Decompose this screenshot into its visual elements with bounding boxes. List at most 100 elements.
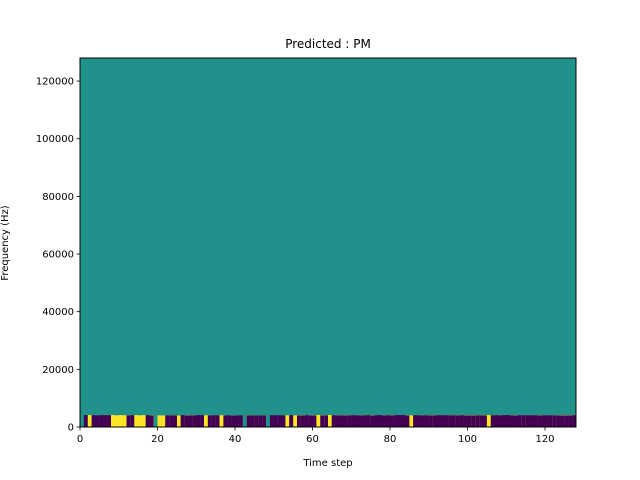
heatmap-cell-low <box>331 415 336 427</box>
heatmap-cell-low <box>362 415 367 427</box>
heatmap-cell-high <box>157 415 162 427</box>
heatmap-cell-low <box>320 415 325 427</box>
x-tick-label: 40 <box>229 434 242 445</box>
heatmap-cell-low <box>308 415 313 427</box>
heatmap-cell-low <box>552 415 557 427</box>
heatmap-cell-low <box>436 415 441 427</box>
x-axis: 0 20 40 60 80 100 120 <box>77 427 555 445</box>
heatmap-cell-high <box>138 415 142 427</box>
heatmap-cell-low <box>428 415 433 427</box>
heatmap-cell-high <box>486 415 491 427</box>
heatmap-cell-low <box>459 415 464 427</box>
heatmap-cell-high <box>161 415 166 427</box>
y-tick-label: 20000 <box>42 365 74 376</box>
heatmap-cell-low <box>359 415 363 427</box>
y-tick-label: 0 <box>68 423 74 434</box>
heatmap-cell-high <box>316 415 321 427</box>
heatmap-cell-low <box>250 415 255 427</box>
heatmap-cell-low <box>304 415 309 427</box>
heatmap-cell-high <box>328 415 332 427</box>
heatmap-cell-low <box>548 415 553 427</box>
heatmap-cell-low <box>300 415 305 427</box>
heatmap-cell-low <box>258 415 263 427</box>
heatmap-cell-high <box>114 415 119 427</box>
heatmap-cell-low <box>572 415 576 427</box>
heatmap-cell-high <box>409 415 414 427</box>
x-tick-label: 80 <box>384 434 397 445</box>
heatmap-cell-low <box>405 415 410 427</box>
heatmap-cell-high <box>87 415 92 427</box>
y-axis-label: Frequency (Hz) <box>0 205 11 281</box>
heatmap-cell-low <box>421 415 425 427</box>
heatmap-cell-high <box>134 415 139 427</box>
heatmap-cell-low <box>545 415 549 427</box>
heatmap-cell-low <box>397 415 402 427</box>
heatmap-cell-low <box>180 415 185 427</box>
heatmap-cell-low <box>273 415 278 427</box>
heatmap-cell-low <box>541 415 545 427</box>
heatmap-cell-low <box>289 415 294 427</box>
heatmap-background <box>80 58 576 427</box>
x-axis-label: Time step <box>302 458 352 469</box>
x-tick-label: 120 <box>535 434 554 445</box>
heatmap-cell-high <box>122 415 127 427</box>
heatmap-cell-low <box>335 415 340 427</box>
heatmap-cell-low <box>452 415 456 427</box>
heatmap-cell-low <box>227 415 232 427</box>
heatmap-cell-low <box>169 415 173 427</box>
heatmap-cell-low <box>517 415 522 427</box>
heatmap-cell-low <box>269 415 274 427</box>
heatmap-cell-low <box>231 415 235 427</box>
heatmap-cell-low <box>196 415 201 427</box>
heatmap-cell-low <box>494 415 499 427</box>
heatmap-cell-low <box>483 415 487 427</box>
heatmap-cell-low <box>192 415 197 427</box>
x-tick-label: 100 <box>458 434 477 445</box>
heatmap-cell-low <box>556 415 561 427</box>
heatmap-cell-low <box>246 415 251 427</box>
chart-title: Predicted : PM <box>285 37 371 51</box>
heatmap-cell-low <box>339 415 344 427</box>
heatmap-cell-low <box>343 415 348 427</box>
heatmap-cell-low <box>200 415 204 427</box>
y-tick-label: 60000 <box>42 250 74 261</box>
heatmap-cell-low <box>107 415 111 427</box>
heatmap-cell-low <box>560 415 565 427</box>
heatmap-cell-low <box>324 415 328 427</box>
heatmap-cell-low <box>207 415 212 427</box>
heatmap-cell-low <box>413 415 418 427</box>
y-tick-label: 120000 <box>36 77 74 88</box>
heatmap-cell-low <box>502 415 507 427</box>
heatmap-cell-high <box>176 415 181 427</box>
heatmap-cell-low <box>533 415 538 427</box>
heatmap-cell-low <box>351 415 356 427</box>
heatmap-cell-low <box>448 415 452 427</box>
heatmap-cell-low <box>564 415 569 427</box>
plot-frame <box>79 57 577 428</box>
heatmap-cell-low <box>126 415 131 427</box>
heatmap-cell-low <box>281 415 286 427</box>
heatmap-cell-low <box>506 415 511 427</box>
heatmap-cell-high <box>111 415 115 427</box>
heatmap-cell-high <box>219 415 224 427</box>
heatmap-cell-low <box>297 415 301 427</box>
heatmap-cell-low <box>355 415 359 427</box>
y-tick-label: 100000 <box>36 134 74 145</box>
heatmap-cell-low <box>215 415 220 427</box>
heatmap-cell-low <box>91 415 96 427</box>
heatmap-cell-low <box>467 415 472 427</box>
heatmap-cell-low <box>525 415 530 427</box>
heatmap-cell-low <box>145 415 150 427</box>
x-tick-label: 20 <box>151 434 164 445</box>
heatmap-cell-low <box>262 415 266 427</box>
heatmap-cell-low <box>417 415 421 427</box>
heatmap-cell-low <box>165 415 170 427</box>
heatmap-cell-low <box>173 415 177 427</box>
heatmap-cell-low <box>374 415 379 427</box>
x-tick-label: 0 <box>77 434 83 445</box>
heatmap-cell-low <box>235 415 239 427</box>
heatmap-cell-low <box>521 415 526 427</box>
y-tick-label: 80000 <box>42 192 74 203</box>
heatmap-cell-low <box>277 415 282 427</box>
heatmap-cell-low <box>444 415 449 427</box>
